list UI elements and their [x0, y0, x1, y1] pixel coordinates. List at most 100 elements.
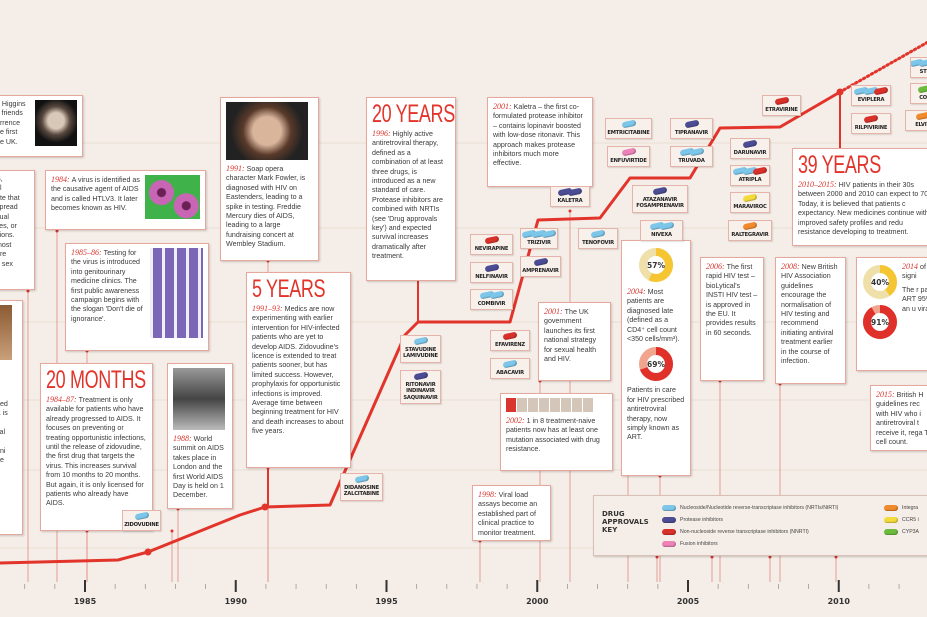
pill-group — [853, 86, 889, 96]
drug-name: MARAVIROC — [733, 204, 767, 210]
event-text: The first rapid HIV test – bioLytical's … — [706, 263, 758, 337]
event-description: 1996: Highly active antiretroviral thera… — [372, 129, 450, 262]
pill-icon-nnrti — [873, 86, 889, 96]
partial-text-line: S, — [0, 175, 3, 183]
drug-tag-nelfinavir: NELFINAVIR — [470, 262, 513, 284]
pill-group — [402, 371, 439, 381]
partial-text-line: xual — [0, 212, 10, 221]
pill-icon-pi — [652, 186, 668, 196]
pill-group — [492, 359, 528, 369]
connector-dot — [768, 555, 772, 559]
pill-group — [911, 58, 927, 68]
pill-icon-nrti — [413, 336, 428, 346]
partial-text-line: yal — [0, 428, 6, 437]
pill-group — [672, 119, 711, 129]
event-description: 2008: New British HIV Association guidel… — [781, 262, 840, 366]
event-year: 2010–2015: — [798, 180, 839, 189]
axis-year-label: 2010 — [827, 597, 850, 606]
drug-name: NIVEXA — [651, 232, 672, 238]
key-item-nrti: Nucleoside/Nucleotide reverse-transcript… — [662, 505, 838, 511]
event-description-2: Patients in care for HIV prescribed anti… — [627, 386, 685, 442]
event-text: Kaletra – the first co-formulated protea… — [493, 103, 583, 168]
event-description: 2006: The first rapid HIV test – bioLyti… — [706, 262, 758, 338]
event-year: 1991: — [226, 164, 247, 173]
event-text: Testing for the virus is introduced into… — [71, 249, 143, 323]
key-item-label: CCR5 i — [902, 517, 919, 523]
drug-tag-combivir: COMBIVIR — [470, 289, 513, 311]
event-box-left-partial: dedK isnyal,rinihe — [0, 300, 23, 535]
event-year: 1985–86: — [71, 248, 104, 257]
partial-text-line: n — [0, 419, 17, 428]
drug-tag-amprenavir: AMPRENAVIR — [520, 256, 561, 278]
drug-name: TENOFOVIR — [582, 240, 614, 246]
building-photo — [0, 305, 12, 360]
donut-label: 91% — [871, 318, 889, 327]
event-box-e2014: 40% 91% 2014 of HIV signi The r patie ART 9… — [856, 257, 927, 371]
drug-tag-atazanavir: ATAZANAVIR FOSAMPRENAVIR — [632, 185, 688, 213]
pill-icon-fusion — [662, 541, 676, 547]
event-description: 2015: British H guidelines rec with HIV … — [876, 390, 927, 447]
pill-icon-pi — [413, 371, 428, 381]
event-description-2: The r patie ART 95% an u viral l — [902, 285, 927, 313]
drug-name: ZALCITABINE — [343, 491, 380, 498]
connector-dot — [710, 555, 714, 559]
drug-name: LAMIVUDINE — [403, 353, 438, 360]
key-item-label: Integra — [902, 505, 919, 511]
drug-tag-efavirenz: EFAVIRENZ — [490, 330, 530, 352]
pill-group — [730, 221, 770, 231]
pill-icon-nrti — [621, 119, 636, 129]
donut-chart-40: 40% — [863, 265, 897, 299]
event-year: 1996: — [372, 129, 393, 138]
donut-column: 40% 91% — [862, 262, 898, 344]
event-box-e1998: 1998: Viral load assays become an establ… — [472, 485, 551, 541]
headline: 20 YEARS — [372, 100, 455, 128]
event-text: British H guidelines rec with HIV who i … — [876, 391, 927, 447]
pill-group — [732, 166, 768, 176]
partial-text-line: errence — [0, 118, 21, 127]
drug-name: EVIPLERA — [857, 97, 885, 103]
pill-icon-pi — [684, 119, 699, 129]
pill-icon-ccr5 — [742, 193, 758, 203]
event-box-e1985: 1985–86: Testing for the virus is introd… — [65, 243, 209, 351]
key-item-label: Nucleoside/Nucleotide reverse-transcript… — [680, 505, 839, 511]
event-box-years5: 5 YEARS 1991–93: Medics are now experimen… — [246, 272, 351, 468]
drug-tag-cobicistat: COB — [910, 83, 927, 105]
event-text: A virus is identified as the causative a… — [51, 176, 140, 213]
event-description: 2014 of HIV signi — [862, 262, 927, 282]
pill-icon-nnrti — [752, 166, 768, 176]
donut-chart-57: 57% — [639, 248, 673, 282]
donut-label: 69% — [647, 360, 665, 369]
event-text: Medics are now experimenting with earlie… — [252, 305, 344, 436]
event-year: 1984–87: — [46, 395, 79, 404]
pill-icon-nrti — [502, 359, 518, 369]
pill-icon-pi — [533, 257, 548, 267]
partial-text-line: are — [0, 250, 7, 259]
drug-tag-stribild: STR — [910, 57, 927, 79]
axis-year-label: 1985 — [73, 597, 97, 606]
event-text: The UK government launches its first nat… — [544, 308, 597, 364]
connector-dot — [26, 289, 30, 293]
drug-name: NEVIRAPINE — [474, 246, 509, 252]
event-year: 2001: — [544, 307, 565, 316]
key-item-label: Non-nucleoside reverse transcriptase inh… — [680, 529, 809, 535]
actor-photo — [226, 102, 308, 160]
pill-icon-integrase — [884, 505, 898, 511]
drug-name: STR — [919, 69, 927, 75]
headline: 5 YEARS — [252, 275, 326, 303]
pill-icon-integrase — [742, 221, 758, 231]
event-year: 2004: — [627, 287, 648, 296]
key-item-ccr5: CCR5 i — [884, 517, 919, 523]
person-icon — [539, 398, 549, 412]
drug-tag-raltegravir: RALTEGRAVIR — [728, 220, 772, 242]
event-box-higgins: e Higginss friendserrencehe firsthe UK. — [0, 95, 83, 157]
event-text: Viral load assays become an established … — [478, 491, 538, 537]
drug-name: ZIDOVUDINE — [124, 522, 159, 528]
event-box-e1988: 1988: World summit on AIDS takes place i… — [167, 363, 233, 509]
pill-icon-pi — [484, 263, 499, 273]
partial-text-line: he — [0, 456, 4, 465]
person-icon — [517, 398, 527, 412]
drug-name: TIPRANAVIR — [674, 130, 709, 136]
event-description: 1998: Viral load assays become an establ… — [478, 490, 545, 538]
event-description: 2001: The UK government launches its fir… — [544, 307, 605, 364]
pill-icon-nrti — [590, 229, 606, 239]
